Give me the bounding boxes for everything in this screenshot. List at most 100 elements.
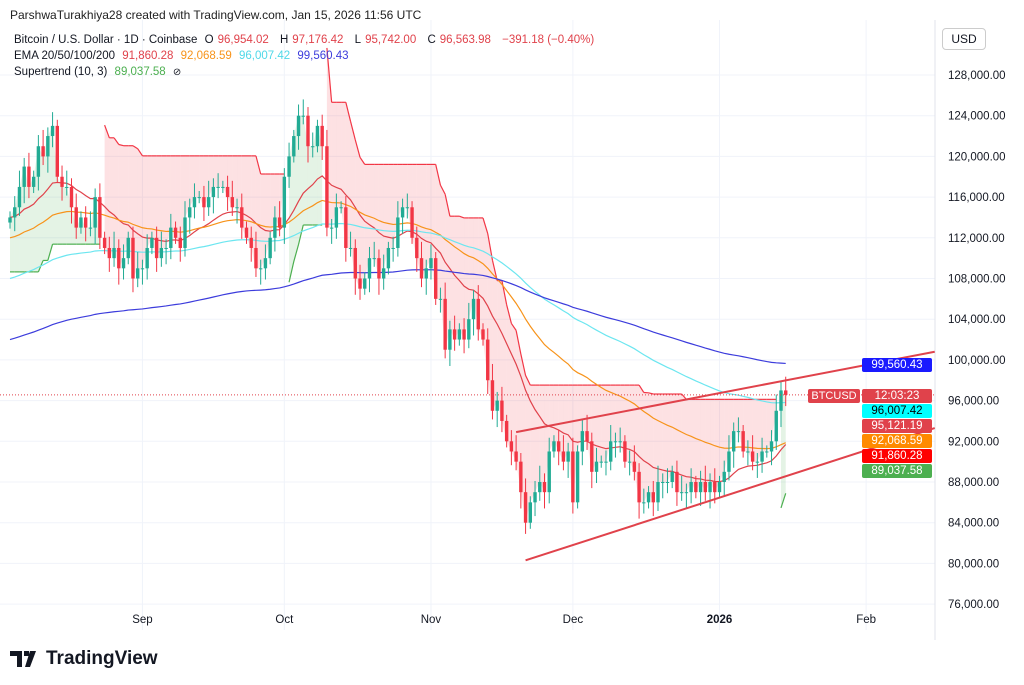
candle[interactable] [717,475,722,499]
candle[interactable] [528,496,532,529]
candle[interactable] [292,129,296,163]
candle[interactable] [694,475,698,499]
candle[interactable] [429,244,433,280]
candle[interactable] [396,201,400,257]
candle[interactable] [599,455,603,468]
candle[interactable] [381,254,386,290]
candle[interactable] [154,226,159,272]
candle[interactable] [126,231,130,265]
candle[interactable] [121,244,126,280]
candle[interactable] [55,119,59,183]
candle[interactable] [523,478,528,534]
candle[interactable] [263,244,268,280]
candle[interactable] [112,231,116,267]
candle[interactable] [13,196,17,232]
candle[interactable] [311,132,315,158]
candle[interactable] [547,437,551,504]
candle[interactable] [646,486,651,509]
candle[interactable] [173,221,178,244]
candle[interactable] [102,231,107,255]
candle[interactable] [117,239,121,285]
candle[interactable] [519,453,523,509]
ema-row[interactable]: EMA 20/50/100/200 91,860.28 92,068.59 96… [14,48,598,64]
candle[interactable] [74,193,78,239]
candle[interactable] [69,178,74,224]
candle[interactable] [741,425,745,458]
candle[interactable] [65,170,69,196]
candle[interactable] [462,318,466,354]
candle[interactable] [684,483,689,509]
candle[interactable] [486,328,490,394]
candle[interactable] [533,480,537,517]
candle[interactable] [750,435,755,471]
candle[interactable] [348,231,353,257]
candle[interactable] [538,465,542,501]
candle[interactable] [575,445,580,509]
candle[interactable] [731,422,736,468]
candle[interactable] [41,129,45,166]
candle[interactable] [448,320,452,367]
candle[interactable] [22,157,26,204]
candle[interactable] [254,231,258,277]
candle[interactable] [415,226,419,272]
candle[interactable] [83,206,88,242]
candle[interactable] [665,468,670,494]
candle[interactable] [736,417,741,443]
candle[interactable] [675,460,679,506]
candle[interactable] [476,285,480,341]
candle[interactable] [131,226,135,293]
candle[interactable] [334,193,339,239]
candle[interactable] [651,480,655,517]
candle[interactable] [457,323,462,346]
candle[interactable] [514,435,518,471]
candle[interactable] [150,231,154,255]
candle[interactable] [8,211,12,229]
candle[interactable] [325,129,329,237]
candle[interactable] [509,430,514,466]
candle[interactable] [698,470,703,506]
candle[interactable] [504,414,509,448]
candle[interactable] [235,198,239,224]
candle[interactable] [670,465,674,489]
candle[interactable] [424,259,428,295]
candle[interactable] [268,231,272,265]
candle[interactable] [93,188,97,244]
candle[interactable] [50,112,55,148]
candle[interactable] [358,264,362,300]
candle[interactable] [703,465,708,501]
candle[interactable] [623,435,627,468]
candle[interactable] [230,180,235,216]
candle[interactable] [377,249,381,295]
candle[interactable] [296,104,301,150]
candle[interactable] [467,302,471,349]
candle[interactable] [301,99,305,125]
candle[interactable] [604,450,608,476]
candle[interactable] [240,193,244,239]
candle[interactable] [580,419,585,466]
currency-button[interactable]: USD [942,28,986,50]
candle[interactable] [708,473,712,509]
candle[interactable] [481,323,485,346]
candle[interactable] [225,175,230,211]
candle[interactable] [27,152,31,199]
candle[interactable] [594,447,599,484]
candle[interactable] [471,290,476,336]
candle[interactable] [438,287,443,313]
candle[interactable] [258,259,263,285]
candle[interactable] [31,170,36,194]
candle[interactable] [642,488,646,514]
candle[interactable] [609,425,613,471]
candle[interactable] [79,211,83,234]
candle[interactable] [784,376,788,407]
candle[interactable] [353,239,357,295]
candle[interactable] [36,135,41,191]
candle[interactable] [400,198,405,234]
candle[interactable] [391,236,395,262]
candle[interactable] [661,473,665,499]
candle[interactable] [443,282,447,359]
candle[interactable] [221,180,225,194]
candle[interactable] [183,201,187,257]
candle[interactable] [495,391,499,428]
candle[interactable] [689,468,693,504]
